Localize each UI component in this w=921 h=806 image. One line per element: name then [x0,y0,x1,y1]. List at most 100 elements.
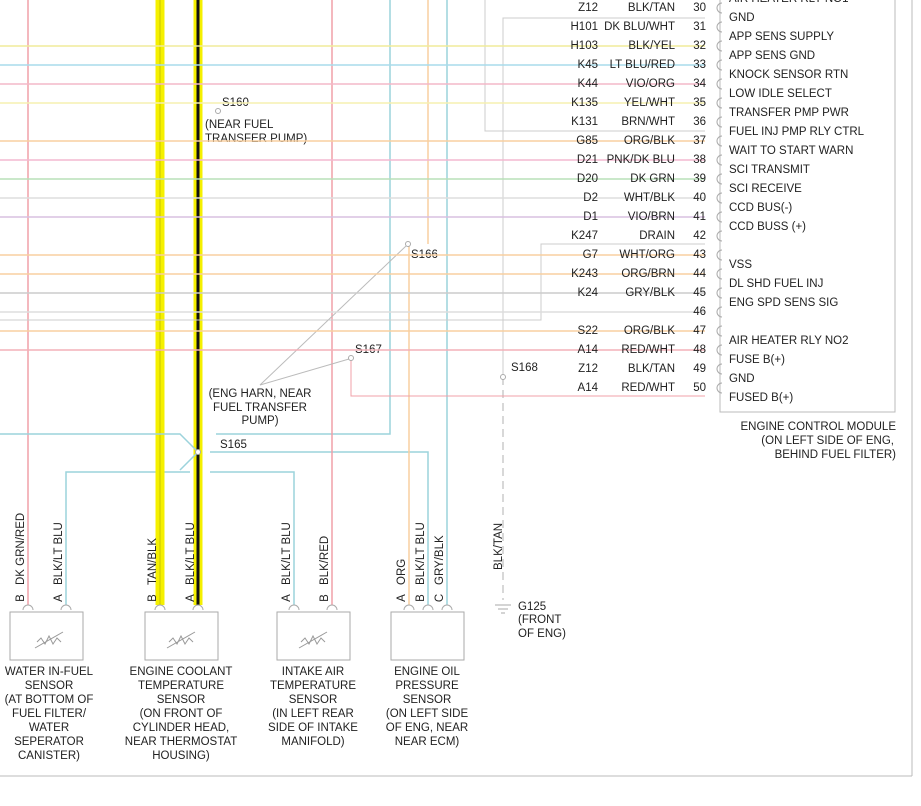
sensor-label: WATER [29,722,69,734]
wire-color: ORG/BLK [624,135,675,147]
circuit-id: K131 [571,116,598,128]
sensor-label: OF ENG, NEAR [386,722,468,734]
sensor-label: NEAR ECM) [395,736,460,748]
sensor-label: SENSOR [157,694,206,706]
circuit-id: D20 [577,173,598,185]
wire-color: BLK/RED [319,536,331,585]
wire-color: BLK/LT BLU [281,522,293,585]
sensor-label: NEAR THERMOSTAT [125,736,237,748]
wire-color: ORG/BRN [621,268,675,280]
wire [216,0,391,435]
sensor-label: ENGINE COOLANT [130,666,233,678]
module-pin-label: AIR HEATER RLY NO1 [729,0,849,5]
pin-number: 32 [693,40,706,52]
sensor-label: CANISTER) [18,750,80,762]
connector-pin [716,211,723,223]
circuit-id: H103 [571,40,599,52]
sensor-pin [288,604,300,611]
pin-number: 42 [693,230,706,242]
ground-label: G125 [518,601,546,613]
wire-color: BLK/LT BLU [53,522,65,585]
sensor-pin [403,604,415,611]
circuit-id: D1 [583,211,598,223]
pin-number: 40 [693,192,706,204]
sensor-label: HOUSING) [152,750,210,762]
connector-pin [716,249,723,261]
splice-label: S168 [511,362,538,374]
wire-color: YEL/WHT [624,97,675,109]
sensor-label: TEMPERATURE [138,680,224,692]
wire-color: BLK/TAN [628,363,675,375]
connector-pin [716,363,723,375]
pin-number: 35 [693,97,706,109]
sensor-symbol [298,631,328,649]
wire-color: DK GRN [630,173,675,185]
connector-pin [716,382,723,394]
connector-pin [716,78,723,90]
sensor-pin [422,604,434,611]
wire [350,358,705,397]
splice-dot [215,108,221,114]
pin-number: 31 [693,21,706,33]
splice-label: S165 [220,439,247,451]
module-pin-label: FUSE B(+) [729,354,785,366]
splice-dot [500,374,506,380]
module-pin-label: WAIT TO START WARN [729,145,853,157]
circuit-id: G85 [576,135,598,147]
circuit-id: K135 [571,97,598,109]
pin-number: 49 [693,363,706,375]
pin-letter: A [53,594,65,602]
pin-letter: C [434,594,446,602]
pin-number: 47 [693,325,706,337]
sensor-pin [60,604,72,611]
module-pin-label: FUSED B(+) [729,392,793,404]
wire-color: GRY/BLK [625,287,675,299]
module-pin-label: APP SENS GND [729,50,815,62]
circuit-id: Z12 [578,363,598,375]
sensor-label: FUEL FILTER/ [12,708,87,720]
connector-pin [716,268,723,280]
pin-number: 34 [693,78,706,90]
pin-letter: B [15,594,27,602]
connector-pin [716,306,723,318]
pin-letter: A [396,594,408,602]
splice-dot [195,449,201,455]
sensor-label: TEMPERATURE [270,680,356,692]
wire-color: BRN/WHT [621,116,675,128]
wire-color: ORG [396,559,408,585]
sensor-label: WATER IN-FUEL [5,666,94,678]
wire-color: RED/WHT [621,382,675,394]
sensor-label: SENSOR [289,694,338,706]
circuit-id: H101 [571,21,599,33]
connector-pin [716,154,723,166]
circuit-id: A14 [578,344,599,356]
wire-color: LT BLU/RED [610,59,675,71]
sensor-label: SIDE OF INTAKE [268,722,358,734]
circuit-id: D21 [577,154,598,166]
sensor-label: CYLINDER HEAD, [133,722,230,734]
connector-pin [716,21,723,33]
sensor-pin [192,604,204,611]
connector-pin [716,59,723,71]
pin-number: 39 [693,173,706,185]
sensor-pin [154,604,166,611]
pin-number: 38 [693,154,706,166]
ground-note: (FRONT [518,614,561,626]
module-pin-label: VSS [729,259,752,271]
circuit-id: G7 [583,249,598,261]
wire-color: GRY/BLK [434,535,446,585]
arrow [259,358,350,386]
module-pin-label: ENG SPD SENS SIG [729,297,838,309]
wire [65,471,190,605]
circuit-id: K247 [571,230,598,242]
wire-color: DK BLU/WHT [604,21,675,33]
connector-pin [716,173,723,185]
circuit-id: S22 [578,325,598,337]
sensor-box [9,611,84,661]
sensor-pin [22,604,34,611]
harness-note: (ENG HARN, NEAR [209,388,312,400]
module-pin-label: DL SHD FUEL INJ [729,278,823,290]
connector-pin [716,135,723,147]
wire-color: BLK/TAN [628,2,675,14]
wire [502,17,705,375]
